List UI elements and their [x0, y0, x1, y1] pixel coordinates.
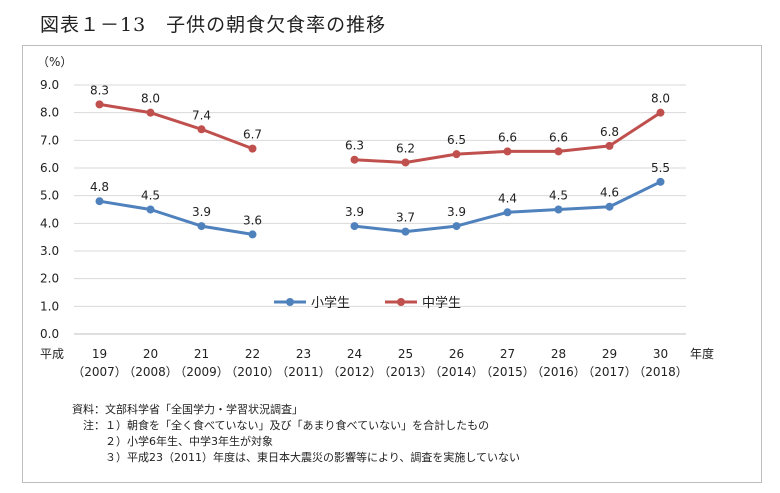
x-tick-label: 25 [398, 347, 413, 361]
data-label: 3.9 [192, 205, 211, 219]
y-tick-label: 4.0 [40, 216, 59, 230]
x-axis-suffix: 年度 [690, 346, 714, 361]
chart-notes: 資料：文部科学省「全国学力・学習状況調査」 注：１）朝食を「全く食べていない」及… [72, 402, 520, 466]
x-tick-sublabel: （2015） [480, 365, 535, 379]
y-unit-label: （%） [37, 55, 72, 69]
data-label: 3.7 [396, 211, 415, 225]
data-label: 6.3 [345, 139, 364, 153]
series-line-0 [99, 199, 253, 236]
data-label: 6.7 [243, 128, 262, 142]
x-tick-sublabel: （2017） [582, 365, 637, 379]
data-point [554, 147, 563, 156]
data-point [401, 227, 410, 236]
series-line-1 [99, 102, 254, 151]
x-axis-prefix: 平成 [40, 347, 64, 361]
x-tick-label: 24 [347, 347, 362, 361]
y-tick-label: 0.0 [40, 327, 59, 341]
data-point [197, 125, 206, 134]
data-label: 6.5 [447, 133, 466, 147]
data-point [95, 197, 104, 206]
data-label: 6.6 [498, 130, 517, 144]
x-tick-label: 26 [449, 347, 464, 361]
x-tick-sublabel: （2011） [276, 365, 331, 379]
x-tick-sublabel: （2012） [327, 365, 382, 379]
footnote-1: 注：１）朝食を「全く食べていない」及び「あまり食べていない」を合計したもの [72, 419, 490, 432]
x-tick-label: 20 [143, 347, 158, 361]
data-label: 4.8 [90, 180, 109, 194]
y-tick-label: 9.0 [40, 78, 59, 92]
data-point [452, 222, 461, 231]
x-tick-sublabel: （2013） [378, 365, 433, 379]
data-point [503, 208, 512, 217]
data-label: 6.8 [600, 125, 619, 139]
x-tick-sublabel: （2018） [633, 365, 688, 379]
legend-label: 小学生 [311, 295, 350, 311]
data-label: 3.9 [345, 205, 364, 219]
x-tick-sublabel: （2014） [429, 365, 484, 379]
legend-label: 中学生 [422, 295, 461, 311]
x-tick-label: 23 [296, 347, 311, 361]
data-label: 4.4 [498, 191, 517, 205]
data-point [656, 108, 665, 117]
footnote-2: ２）小学6年生、中学3年生が対象 [72, 435, 273, 448]
data-point [503, 147, 512, 156]
data-label: 5.5 [651, 161, 670, 175]
data-point [146, 205, 155, 214]
data-point [554, 205, 563, 214]
x-tick-label: 28 [551, 347, 566, 361]
figure-title: 図表１－13 子供の朝食欠食率の推移 [40, 14, 387, 36]
data-label: 3.6 [243, 213, 262, 227]
y-tick-label: 7.0 [40, 133, 59, 147]
footnote-3: ３）平成23（2011）年度は、東日本大震災の影響等により、調査を実施していない [72, 451, 520, 464]
data-point [350, 155, 359, 164]
data-point [248, 144, 257, 153]
legend-marker [286, 298, 294, 306]
data-label: 4.5 [141, 189, 160, 203]
y-tick-label: 1.0 [40, 299, 59, 313]
x-tick-label: 21 [194, 347, 209, 361]
x-tick-label: 29 [602, 347, 617, 361]
data-label: 4.6 [600, 186, 619, 200]
source-note: 資料：文部科学省「全国学力・学習状況調査」 [72, 403, 303, 416]
x-tick-sublabel: （2010） [225, 365, 280, 379]
x-tick-label: 27 [500, 347, 515, 361]
data-point [452, 150, 461, 159]
data-point [656, 177, 665, 186]
y-tick-label: 3.0 [40, 244, 59, 258]
data-point [95, 100, 104, 109]
data-point [401, 158, 410, 167]
data-point [248, 230, 257, 239]
data-label: 8.0 [141, 92, 160, 106]
x-tick-label: 19 [92, 347, 107, 361]
data-label: 8.0 [651, 92, 670, 106]
x-tick-label: 22 [245, 347, 260, 361]
y-tick-label: 2.0 [40, 272, 59, 286]
data-label: 8.3 [90, 83, 109, 97]
chart-frame [22, 45, 762, 483]
data-point [197, 222, 206, 231]
data-label: 6.6 [549, 130, 568, 144]
data-point [350, 222, 359, 231]
data-label: 4.5 [549, 189, 568, 203]
legend-marker [397, 298, 405, 306]
y-tick-label: 6.0 [40, 161, 59, 175]
x-tick-sublabel: （2016） [531, 365, 586, 379]
y-tick-label: 8.0 [40, 106, 59, 120]
x-tick-sublabel: （2007） [72, 365, 127, 379]
data-point [605, 141, 614, 150]
x-tick-label: 30 [653, 347, 668, 361]
y-tick-label: 5.0 [40, 189, 59, 203]
data-label: 7.4 [192, 108, 211, 122]
data-point [146, 108, 155, 117]
data-label: 3.9 [447, 205, 466, 219]
x-tick-sublabel: （2009） [174, 365, 229, 379]
data-point [605, 202, 614, 211]
x-tick-sublabel: （2008） [123, 365, 178, 379]
data-label: 6.2 [396, 141, 415, 155]
